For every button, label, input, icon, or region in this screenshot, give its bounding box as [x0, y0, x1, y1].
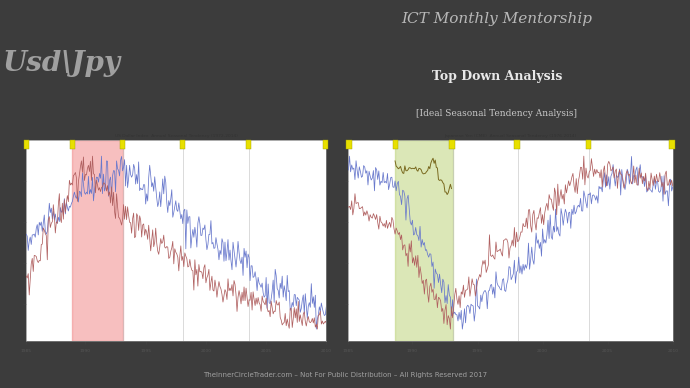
Bar — [72, 140, 123, 341]
Bar — [449, 140, 455, 149]
Bar — [24, 140, 29, 149]
Bar — [393, 140, 398, 149]
Bar — [515, 140, 520, 149]
Text: Top Down Analysis: Top Down Analysis — [432, 70, 562, 83]
Text: ICT Monthly Mentorship: ICT Monthly Mentorship — [402, 12, 592, 26]
Bar — [246, 140, 251, 149]
Bar — [395, 140, 453, 341]
Bar — [119, 140, 125, 149]
Bar — [70, 140, 75, 149]
Text: [Ideal Seasonal Tendency Analysis]: [Ideal Seasonal Tendency Analysis] — [416, 109, 578, 118]
Bar — [586, 140, 591, 149]
Text: Usd\Jpy: Usd\Jpy — [3, 50, 121, 78]
Title: US Dollar Index  Annual Seasonal Tendency (1972-2014): US Dollar Index Annual Seasonal Tendency… — [115, 134, 238, 138]
Bar — [324, 140, 328, 149]
Title: Japanese Yen (CME)  Annual Seasonal Tendency (1976-2014): Japanese Yen (CME) Annual Seasonal Tende… — [444, 134, 577, 138]
Bar — [669, 140, 675, 149]
Text: TheInnerCircleTrader.com – Not For Public Distribution – All Rights Reserved 201: TheInnerCircleTrader.com – Not For Publi… — [203, 372, 487, 378]
Bar — [346, 140, 352, 149]
Bar — [180, 140, 185, 149]
